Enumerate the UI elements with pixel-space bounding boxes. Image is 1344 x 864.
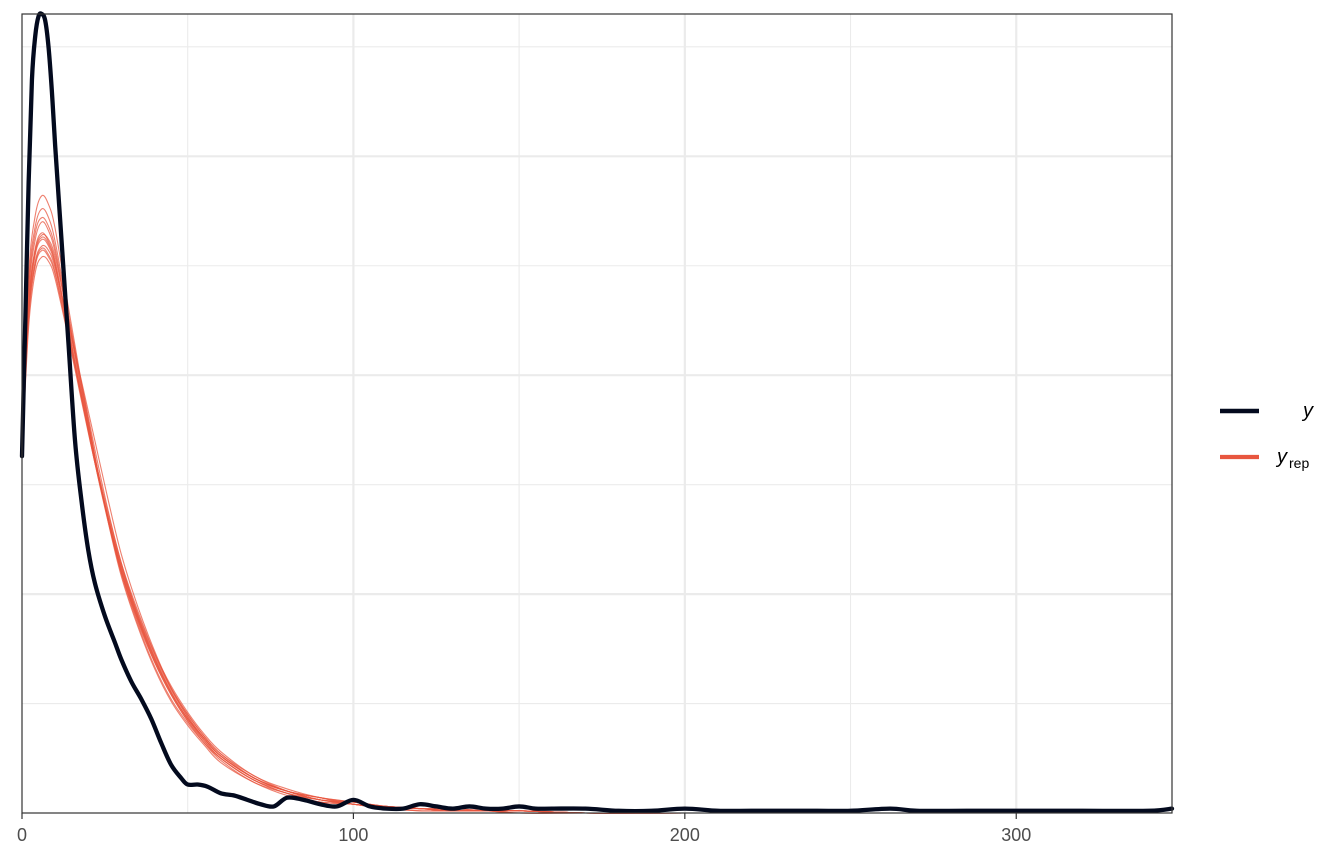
legend-label-yrep: y rep bbox=[1275, 446, 1309, 471]
grid bbox=[22, 14, 1172, 813]
y-series-group bbox=[19, 11, 1175, 814]
x-tick-label-0: 0 bbox=[17, 825, 27, 845]
x-tick-label-1: 100 bbox=[338, 825, 368, 845]
legend-label-main-yrep: y bbox=[1275, 446, 1288, 468]
x-axis: 0 100 200 300 bbox=[17, 813, 1031, 845]
legend-label-y: y bbox=[1301, 400, 1314, 422]
x-tick-label-3: 300 bbox=[1001, 825, 1031, 845]
legend-label-subscript-yrep: rep bbox=[1289, 455, 1309, 471]
legend: yy rep bbox=[1220, 400, 1314, 471]
legend-label-main-y: y bbox=[1301, 400, 1314, 422]
panel-border bbox=[21, 13, 1173, 814]
x-tick-label-2: 200 bbox=[670, 825, 700, 845]
y-curve bbox=[19, 11, 1175, 814]
